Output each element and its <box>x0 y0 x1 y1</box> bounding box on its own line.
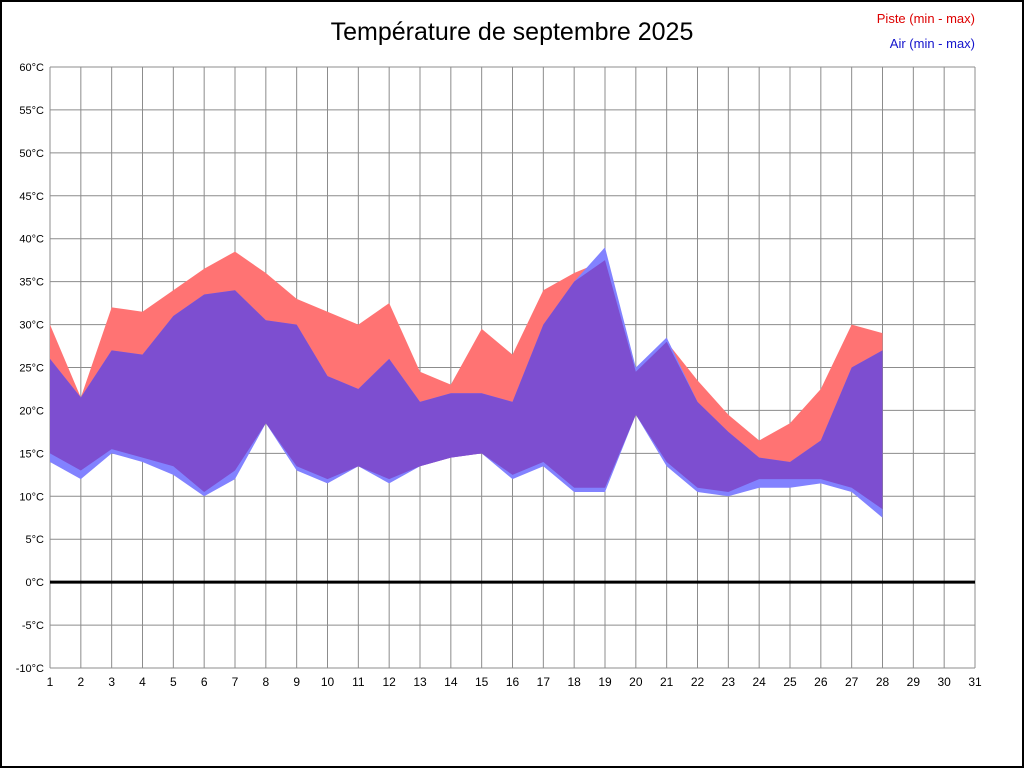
svg-text:25°C: 25°C <box>19 363 44 375</box>
svg-text:25: 25 <box>783 675 797 689</box>
svg-text:23: 23 <box>722 675 736 689</box>
svg-text:2: 2 <box>77 675 84 689</box>
svg-text:5°C: 5°C <box>26 534 45 546</box>
svg-text:55°C: 55°C <box>19 105 44 117</box>
svg-text:10: 10 <box>321 675 335 689</box>
svg-text:7: 7 <box>232 675 239 689</box>
svg-text:24: 24 <box>752 675 766 689</box>
svg-text:26: 26 <box>814 675 828 689</box>
svg-text:13: 13 <box>413 675 427 689</box>
svg-text:28: 28 <box>876 675 890 689</box>
svg-text:16: 16 <box>506 675 520 689</box>
chart-legend: Piste (min - max) Air (min - max) <box>877 6 975 56</box>
legend-piste: Piste (min - max) <box>876 11 975 26</box>
svg-text:19: 19 <box>598 675 612 689</box>
svg-text:-5°C: -5°C <box>22 620 44 632</box>
svg-text:0°C: 0°C <box>26 577 45 589</box>
svg-text:31: 31 <box>968 675 982 689</box>
svg-text:35°C: 35°C <box>19 277 44 289</box>
svg-text:18: 18 <box>567 675 581 689</box>
svg-text:45°C: 45°C <box>19 191 44 203</box>
legend-air: Air (min - max) <box>889 36 975 51</box>
svg-text:9: 9 <box>293 675 300 689</box>
svg-text:5: 5 <box>170 675 177 689</box>
svg-text:8: 8 <box>262 675 269 689</box>
svg-text:1: 1 <box>47 675 54 689</box>
svg-text:21: 21 <box>660 675 674 689</box>
svg-text:4: 4 <box>139 675 146 689</box>
svg-text:29: 29 <box>907 675 921 689</box>
svg-text:30: 30 <box>937 675 951 689</box>
svg-text:17: 17 <box>537 675 551 689</box>
svg-text:14: 14 <box>444 675 458 689</box>
svg-text:10°C: 10°C <box>19 491 44 503</box>
svg-text:6: 6 <box>201 675 208 689</box>
svg-text:11: 11 <box>352 675 365 689</box>
svg-text:30°C: 30°C <box>19 320 44 332</box>
svg-text:15°C: 15°C <box>19 448 44 460</box>
svg-text:3: 3 <box>108 675 115 689</box>
svg-text:20°C: 20°C <box>19 405 44 417</box>
svg-text:22: 22 <box>691 675 705 689</box>
svg-text:15: 15 <box>475 675 489 689</box>
svg-text:50°C: 50°C <box>19 148 44 160</box>
svg-text:40°C: 40°C <box>19 234 44 246</box>
svg-text:60°C: 60°C <box>19 62 44 74</box>
chart-title: Température de septembre 2025 <box>330 18 694 46</box>
svg-text:27: 27 <box>845 675 859 689</box>
svg-text:12: 12 <box>382 675 396 689</box>
svg-text:20: 20 <box>629 675 643 689</box>
svg-text:-10°C: -10°C <box>16 663 44 675</box>
